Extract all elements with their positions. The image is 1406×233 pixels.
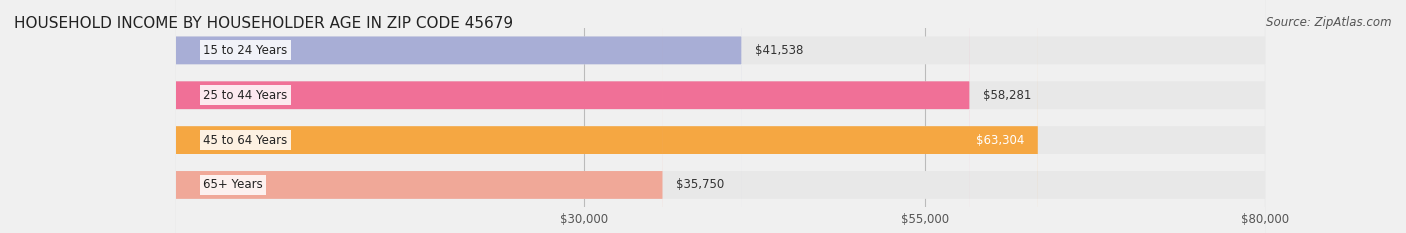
Text: $35,750: $35,750 [676,178,724,192]
FancyBboxPatch shape [176,0,741,233]
FancyBboxPatch shape [176,0,1265,233]
Text: Source: ZipAtlas.com: Source: ZipAtlas.com [1267,16,1392,29]
Text: $41,538: $41,538 [755,44,803,57]
Text: 65+ Years: 65+ Years [202,178,263,192]
FancyBboxPatch shape [176,0,1265,233]
Text: 25 to 44 Years: 25 to 44 Years [202,89,287,102]
Text: $63,304: $63,304 [976,134,1025,147]
Text: HOUSEHOLD INCOME BY HOUSEHOLDER AGE IN ZIP CODE 45679: HOUSEHOLD INCOME BY HOUSEHOLDER AGE IN Z… [14,16,513,31]
FancyBboxPatch shape [176,0,662,233]
Text: $58,281: $58,281 [983,89,1032,102]
FancyBboxPatch shape [176,0,1265,233]
Text: 45 to 64 Years: 45 to 64 Years [202,134,287,147]
FancyBboxPatch shape [176,0,1265,233]
FancyBboxPatch shape [176,0,1038,233]
FancyBboxPatch shape [176,0,970,233]
Text: 15 to 24 Years: 15 to 24 Years [202,44,287,57]
